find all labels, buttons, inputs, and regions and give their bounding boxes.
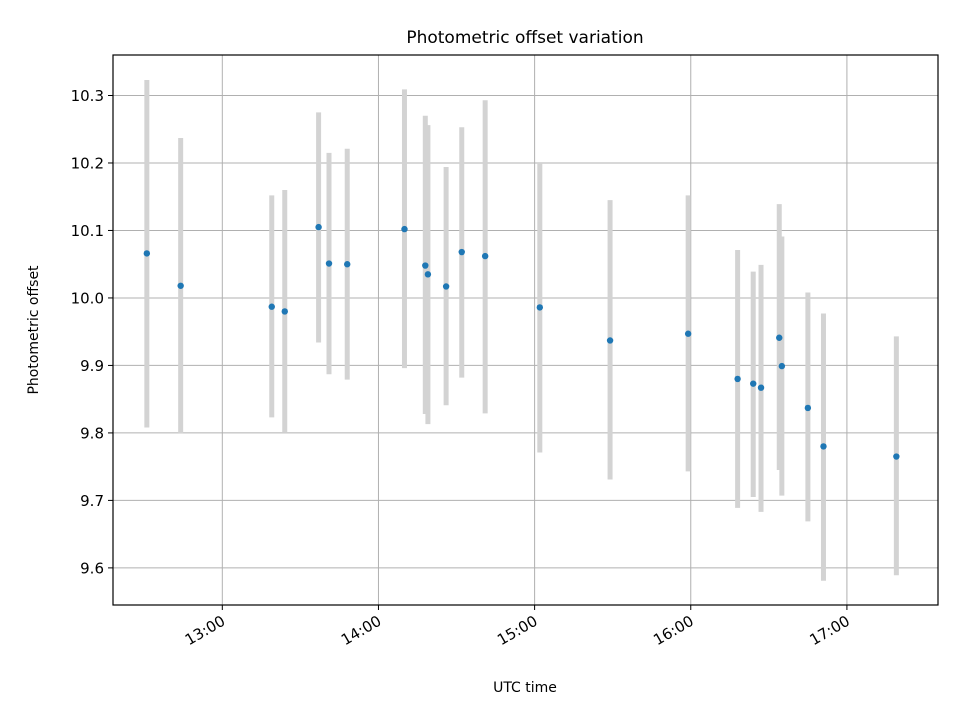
y-tick-label: 10.0 [71,289,104,307]
y-axis-ticks: 9.6 9.7 9.8 9.9 10.0 10.1 10.2 10.3 [71,87,113,577]
x-tick-label: 16:00 [650,612,696,649]
plot-background [113,55,938,605]
y-tick-label: 9.7 [80,492,104,510]
y-tick-label: 9.9 [80,357,104,375]
x-tick-label: 15:00 [494,612,540,649]
data-point [344,261,351,268]
x-tick-label: 13:00 [182,612,228,649]
data-points [143,223,900,460]
data-point [442,283,450,290]
x-axis-ticks: 13:00 14:00 15:00 16:00 17:00 [182,605,853,649]
data-point [684,330,692,337]
chart-title: Photometric offset variation [406,28,643,48]
y-tick-label: 9.8 [80,424,104,442]
data-point [458,248,465,256]
y-tick-label: 10.3 [71,87,104,105]
y-tick-label: 10.2 [71,154,104,172]
y-axis-label: Photometric offset [26,265,42,395]
data-point [776,334,783,341]
data-point [177,282,184,289]
data-point [893,453,900,460]
data-point [606,337,614,344]
data-point [757,384,765,391]
data-point [778,362,786,370]
data-point [536,304,544,311]
data-point [820,443,827,450]
x-tick-label: 17:00 [806,612,852,649]
y-tick-label: 10.1 [71,222,104,240]
x-axis-label: UTC time [493,680,557,696]
data-point [734,375,741,383]
data-point [268,303,275,310]
data-point [481,252,489,260]
data-point [750,380,757,387]
data-point [281,308,288,315]
data-point [315,223,322,231]
data-point [401,225,408,233]
data-point [424,271,432,278]
data-point [325,260,333,267]
y-tick-label: 9.6 [80,559,104,577]
plot-frame [112,54,939,606]
data-point [143,250,151,257]
data-point [422,262,429,269]
grid [113,55,938,605]
data-point [804,404,812,412]
x-tick-label: 14:00 [338,612,384,649]
